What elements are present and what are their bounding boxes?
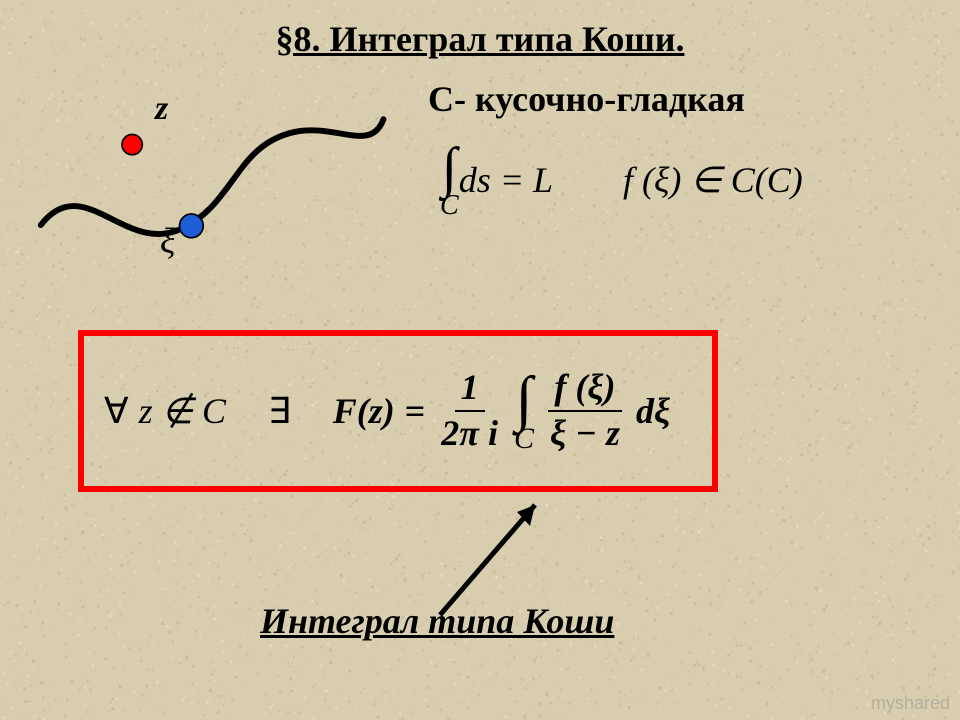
- frac1-num: 1: [455, 368, 485, 412]
- box-integral-symbol: ∫: [515, 368, 532, 430]
- frac2-den: ξ − z: [544, 412, 626, 454]
- equals: =: [405, 390, 426, 432]
- subtitle: С- кусочно-гладкая: [428, 78, 745, 120]
- exists-symbol: ∃: [268, 390, 291, 432]
- integral-sub: C: [440, 192, 459, 220]
- f-of-z: F(z): [333, 390, 395, 432]
- frac2-num: f (ξ): [548, 368, 621, 412]
- d-xi: dξ: [636, 390, 670, 432]
- z-notin-c: z ∉ C: [139, 390, 226, 432]
- formula-length: ∫ C ds = L f (ξ) ∈ C(C): [440, 140, 803, 220]
- boxed-formula: ∀ z ∉ C ∃ F(z) = 1 2π i ∫ C f (ξ) ξ − z …: [78, 330, 718, 492]
- watermark: myshared: [871, 693, 950, 714]
- forall-symbol: ∀: [104, 390, 129, 432]
- box-integral-sub: C: [514, 424, 534, 454]
- fraction-2: f (ξ) ξ − z: [544, 368, 626, 453]
- arrow-icon: [380, 490, 580, 630]
- fraction-1: 1 2π i: [435, 368, 504, 453]
- formula-right: f (ξ) ∈ C(C): [623, 159, 803, 201]
- formula-body: ds = L: [459, 159, 553, 201]
- slide-title: §8. Интеграл типа Коши.: [0, 18, 960, 60]
- frac1-den: 2π i: [435, 412, 504, 454]
- curve-diagram: [0, 60, 420, 280]
- integral-symbol: ∫: [442, 140, 457, 196]
